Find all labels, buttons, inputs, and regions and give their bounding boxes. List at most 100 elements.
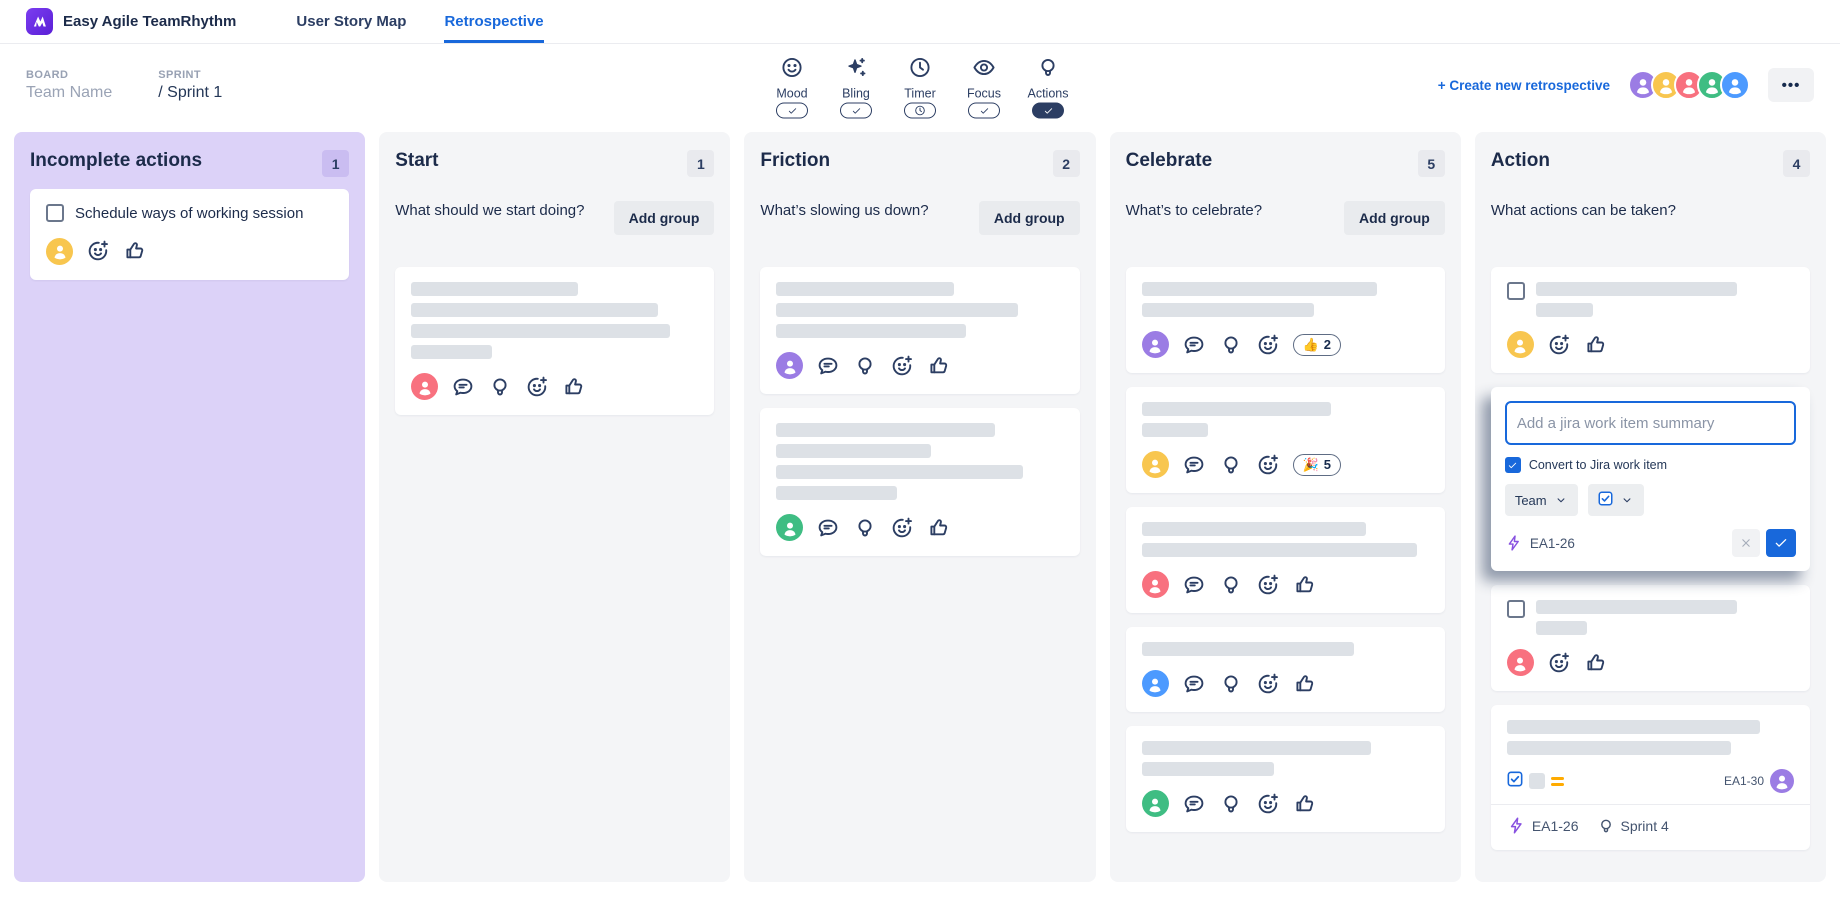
emoji-add-icon[interactable] — [525, 375, 549, 399]
comment-icon[interactable] — [1182, 333, 1206, 357]
work-item-type-dropdown[interactable] — [1587, 484, 1644, 516]
placeholder-text-bars — [1141, 402, 1429, 437]
participant-avatar-5[interactable] — [1720, 70, 1750, 100]
placeholder-bar — [1141, 522, 1366, 536]
emoji-add-icon[interactable] — [1256, 792, 1280, 816]
comment-icon[interactable] — [816, 516, 840, 540]
convert-checkbox[interactable] — [1504, 457, 1521, 473]
participant-avatars — [1628, 70, 1750, 100]
add-group-button[interactable]: Add group — [978, 201, 1080, 235]
action-checkbox[interactable] — [1506, 282, 1525, 300]
emoji-add-icon[interactable] — [1256, 453, 1280, 477]
card-action-row — [776, 352, 1063, 379]
tab-retrospective[interactable]: Retrospective — [444, 0, 544, 43]
thumbs-up-icon[interactable] — [927, 354, 951, 378]
participant-avatar-4[interactable] — [1697, 70, 1727, 100]
reaction-badge[interactable]: 👍 2 — [1292, 333, 1342, 356]
bulb-icon — [1597, 817, 1615, 835]
emoji-add-icon[interactable] — [1547, 651, 1571, 675]
comment-icon[interactable] — [816, 354, 840, 378]
bulb-icon[interactable] — [853, 516, 877, 540]
team-dropdown[interactable]: Team — [1504, 484, 1578, 516]
toolbar-label-mood: Mood — [776, 86, 808, 101]
emoji-add-icon[interactable] — [1256, 672, 1280, 696]
toolbar-smiley-icon — [780, 56, 804, 85]
bulb-icon[interactable] — [1219, 333, 1243, 357]
jira-work-item-card[interactable]: EA1-30 EA1-26 Sprint 4 — [1490, 705, 1811, 850]
board-name[interactable]: Team Name — [26, 83, 113, 101]
retro-card[interactable] — [760, 267, 1080, 394]
add-group-button[interactable]: Add group — [613, 201, 715, 235]
linked-action-item[interactable]: EA1-26 — [1507, 816, 1579, 835]
retro-card[interactable]: 👍 2 — [1125, 267, 1445, 373]
action-item-card[interactable]: Schedule ways of working session — [30, 189, 350, 280]
sprint-name[interactable]: / Sprint 1 — [158, 83, 223, 101]
thumbs-up-icon[interactable] — [927, 516, 951, 540]
add-group-button[interactable]: Add group — [1344, 201, 1445, 235]
jira-summary-input[interactable] — [1504, 401, 1797, 445]
reaction-badge[interactable]: 🎉 5 — [1292, 453, 1342, 476]
placeholder-bar — [1506, 720, 1760, 734]
actions-toggle[interactable] — [1032, 102, 1064, 119]
emoji-add-icon[interactable] — [890, 354, 914, 378]
bulb-icon[interactable] — [488, 375, 512, 399]
more-options-button[interactable]: ••• — [1768, 68, 1814, 102]
column-title: Incomplete actions — [30, 150, 203, 171]
bulb-icon[interactable] — [1219, 672, 1243, 696]
comment-icon[interactable] — [1182, 672, 1206, 696]
bulb-icon[interactable] — [1219, 453, 1243, 477]
confirm-button[interactable] — [1766, 529, 1797, 557]
comment-icon[interactable] — [1182, 792, 1206, 816]
emoji-add-icon[interactable] — [1256, 333, 1280, 357]
comment-icon[interactable] — [451, 375, 475, 399]
sprint-tag[interactable]: Sprint 4 — [1597, 817, 1669, 835]
retro-card[interactable] — [1125, 627, 1445, 712]
create-new-retrospective-link[interactable]: + Create new retrospective — [1437, 77, 1610, 93]
author-avatar — [46, 237, 73, 265]
thumbs-up-icon[interactable] — [1293, 573, 1317, 597]
retro-card[interactable] — [1490, 267, 1811, 373]
retro-card[interactable] — [1125, 507, 1445, 613]
tab-user-story-map[interactable]: User Story Map — [296, 13, 407, 30]
thumbs-up-icon[interactable] — [1293, 792, 1317, 816]
emoji-add-icon[interactable] — [1256, 573, 1280, 597]
thumbs-up-icon[interactable] — [562, 375, 586, 399]
thumbs-up-icon[interactable] — [123, 239, 147, 263]
emoji-add-icon[interactable] — [86, 239, 110, 263]
timer-toggle[interactable] — [904, 102, 936, 119]
bulb-icon[interactable] — [1219, 573, 1243, 597]
placeholder-bar — [1141, 741, 1372, 755]
cancel-button[interactable] — [1732, 529, 1761, 557]
thumbs-up-icon[interactable] — [1584, 651, 1608, 675]
retro-card[interactable] — [1490, 585, 1811, 691]
emoji-add-icon[interactable] — [1547, 333, 1571, 357]
author-avatar — [1141, 451, 1169, 478]
comment-icon[interactable] — [1182, 573, 1206, 597]
retro-card[interactable] — [1125, 726, 1445, 832]
column-count-badge: 5 — [1417, 150, 1445, 177]
retro-card[interactable]: 🎉 5 — [1125, 387, 1445, 493]
jira-create-card[interactable]: Convert to Jira work item Team EA1-26 — [1490, 387, 1811, 571]
retro-card[interactable] — [760, 408, 1080, 556]
mood-toggle[interactable] — [776, 102, 808, 119]
toolbar-label-actions: Actions — [1027, 86, 1069, 101]
bulb-icon[interactable] — [1219, 792, 1243, 816]
placeholder-bar — [411, 282, 578, 296]
action-checkbox[interactable] — [46, 204, 64, 222]
thumbs-up-icon[interactable] — [1293, 672, 1317, 696]
card-list — [395, 267, 715, 415]
toolbar-item-actions: Actions — [1025, 56, 1071, 119]
board-context: BOARD Team Name SPRINT / Sprint 1 — [26, 69, 222, 102]
bulb-icon[interactable] — [853, 354, 877, 378]
card-action-row — [1141, 790, 1429, 817]
action-checkbox[interactable] — [1506, 600, 1525, 618]
task-type-icon[interactable] — [1507, 771, 1523, 792]
column-prompt: What’s to celebrate? — [1125, 202, 1263, 219]
retro-card[interactable] — [395, 267, 715, 415]
focus-toggle[interactable] — [968, 102, 1000, 119]
thumbs-up-icon[interactable] — [1584, 333, 1608, 357]
toolbar-label-timer: Timer — [904, 86, 936, 101]
comment-icon[interactable] — [1182, 453, 1206, 477]
emoji-add-icon[interactable] — [890, 516, 914, 540]
bling-toggle[interactable] — [840, 102, 872, 119]
